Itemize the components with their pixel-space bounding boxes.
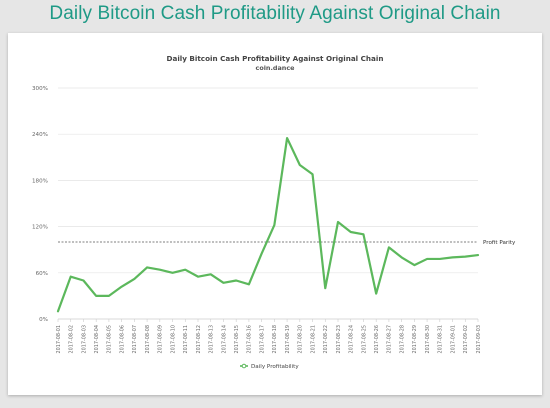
x-tick-label: 2017-08-05: [107, 325, 113, 353]
y-tick-label: 240%: [32, 132, 48, 138]
x-tick-label: 2017-08-23: [336, 325, 342, 353]
x-tick-label: 2017-08-02: [69, 325, 75, 353]
x-tick-label: 2017-09-03: [476, 325, 482, 353]
x-tick-label: 2017-09-02: [463, 325, 469, 353]
x-tick-label: 2017-08-18: [272, 325, 278, 353]
profit-parity-line: Profit Parity: [58, 240, 516, 246]
y-tick-label: 180%: [32, 178, 48, 184]
x-tick-label: 2017-08-04: [94, 325, 100, 353]
x-tick-label: 2017-08-03: [81, 325, 87, 353]
x-tick-label: 2017-08-19: [285, 325, 291, 353]
profit-parity-label: Profit Parity: [483, 240, 516, 246]
x-tick-label: 2017-08-10: [170, 325, 176, 353]
x-tick-label: 2017-08-12: [196, 325, 202, 353]
page-title: Daily Bitcoin Cash Profitability Against…: [49, 3, 501, 24]
y-tick-label: 120%: [32, 225, 48, 231]
profitability-chart: Daily Bitcoin Cash Profitability Against…: [32, 54, 516, 370]
chart-card: Daily Bitcoin Cash Profitability Against…: [8, 33, 542, 395]
x-tick-label: 2017-08-16: [247, 325, 253, 353]
x-tick-label: 2017-08-20: [298, 325, 304, 353]
legend-marker: [241, 363, 247, 369]
x-tick-label: 2017-08-27: [387, 325, 393, 353]
x-tick-label: 2017-08-09: [158, 325, 164, 353]
x-tick-label: 2017-08-01: [56, 325, 62, 353]
x-tick-label: 2017-08-15: [234, 325, 240, 353]
x-tick-label: 2017-08-13: [209, 325, 215, 353]
x-tick-label: 2017-08-17: [259, 325, 265, 353]
x-tick-label: 2017-08-11: [183, 325, 189, 353]
series-daily-profitability: [56, 136, 480, 313]
x-tick-label: 2017-09-01: [450, 325, 456, 353]
x-tick-label: 2017-08-29: [412, 325, 418, 353]
x-tick-label: 2017-08-26: [374, 325, 380, 353]
x-tick-label: 2017-08-06: [119, 325, 125, 353]
legend-label[interactable]: Daily Profitability: [251, 364, 299, 370]
x-tick-label: 2017-08-22: [323, 325, 329, 353]
y-tick-label: 300%: [32, 86, 48, 92]
x-tick-label: 2017-08-14: [221, 325, 227, 353]
chart-title: Daily Bitcoin Cash Profitability Against…: [167, 54, 384, 63]
x-axis: 2017-08-01 2017-08-02 2017-08-03 2017-08-04…: [56, 319, 482, 353]
series-line: [56, 136, 480, 313]
legend[interactable]: Daily Profitability: [240, 363, 299, 370]
x-tick-label: 2017-08-31: [438, 325, 444, 353]
x-tick-label: 2017-08-25: [361, 325, 367, 353]
y-axis: 0% 60% 120% 180% 240% 300%: [32, 86, 48, 323]
y-tick-label: 0%: [39, 317, 48, 323]
x-tick-label: 2017-08-21: [310, 325, 316, 353]
x-tick-label: 2017-08-07: [132, 325, 138, 353]
x-tick-label: 2017-08-30: [425, 325, 431, 353]
x-tick-label: 2017-08-08: [145, 325, 151, 353]
x-tick-label: 2017-08-24: [349, 325, 355, 353]
x-tick-label: 2017-08-28: [399, 325, 405, 353]
chart-subtitle: coin.dance: [256, 64, 296, 72]
grid-lines: [58, 87, 478, 320]
y-tick-label: 60%: [36, 271, 48, 277]
